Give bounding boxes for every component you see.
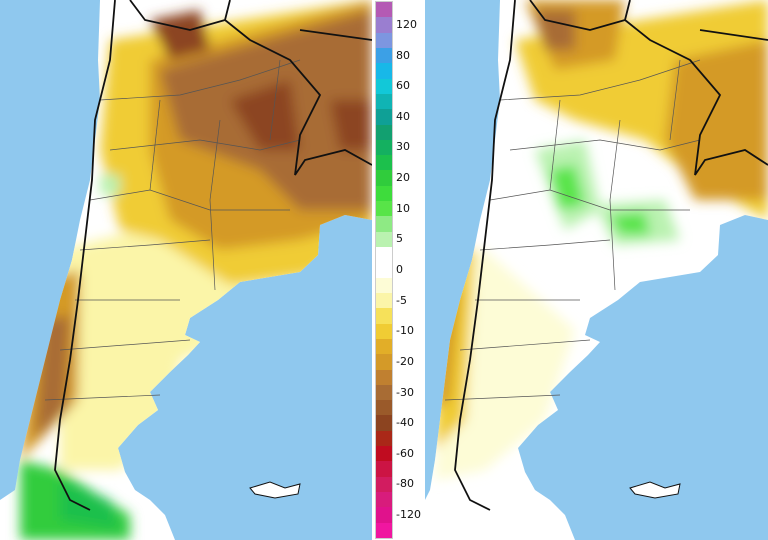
legend-swatch [376, 262, 392, 279]
legend-swatch [376, 277, 392, 294]
legend-swatch [376, 461, 392, 478]
legend-swatch [376, 446, 392, 462]
legend-swatch [376, 201, 392, 217]
legend-swatch [376, 124, 392, 141]
legend-tick-label: -5 [396, 293, 407, 307]
legend-swatch [376, 185, 392, 202]
legend-tick-label: 80 [396, 48, 410, 62]
legend-tick-label: 0 [396, 263, 403, 276]
legend-swatch [376, 93, 392, 110]
legend-swatch [376, 63, 392, 80]
legend-swatch [376, 78, 392, 95]
map-right [425, 0, 768, 540]
legend-swatch [376, 139, 392, 156]
color-scale-legend: 120 80 60 40 30 20 10 5 0 -5 -10 -20 -30 -40 -60 -80 -12… [372, 0, 425, 540]
legend-swatch [376, 323, 392, 340]
legend-swatch [376, 400, 392, 416]
legend-tick-label: 20 [396, 171, 410, 185]
legend-swatch [376, 17, 392, 34]
legend-tick-label: 120 [396, 17, 417, 31]
legend-swatch [376, 522, 392, 539]
legend-swatch [376, 109, 392, 125]
legend-swatch [376, 415, 392, 432]
legend-swatch [376, 430, 392, 447]
country-borders-left [54, 0, 372, 511]
legend-swatch [376, 2, 392, 18]
legend-tick-label: 60 [396, 79, 410, 93]
legend-swatch [376, 32, 392, 49]
legend-tick-label: -120 [396, 508, 421, 522]
legend-swatch [376, 507, 392, 524]
legend-swatch [376, 155, 392, 171]
legend-tick-label: -30 [396, 385, 414, 399]
province-borders-right [444, 59, 701, 401]
map-left [0, 0, 372, 540]
legend-tick-label: 40 [396, 109, 410, 123]
legend-swatch [376, 384, 392, 401]
country-borders-right [454, 0, 768, 511]
legend-tick-label: -20 [396, 354, 414, 368]
legend-tick-label: -80 [396, 477, 414, 491]
legend-tick-label: 30 [396, 140, 410, 154]
islands-left [249, 481, 301, 499]
legend-swatch [376, 292, 392, 309]
legend-swatch [376, 47, 392, 64]
legend-swatch [376, 476, 392, 493]
legend-tick-label: -10 [396, 324, 414, 338]
legend-swatch [376, 231, 392, 248]
legend-swatch [376, 369, 392, 386]
legend-swatch [376, 170, 392, 187]
map-panel-right [425, 0, 768, 540]
legend-swatch [376, 492, 392, 508]
legend-tick-label: -40 [396, 416, 414, 430]
islands-right [629, 481, 681, 499]
map-panel-left [0, 0, 372, 540]
legend-tick-label: 5 [396, 232, 403, 246]
legend-swatch [376, 216, 392, 233]
legend-tick-label: 10 [396, 201, 410, 215]
legend-frame [376, 2, 392, 538]
legend-tick-label: -60 [396, 446, 414, 460]
legend-swatch [376, 308, 392, 325]
legend-swatch [376, 354, 392, 371]
legend-swatch [376, 338, 392, 355]
legend-swatch [376, 247, 392, 263]
